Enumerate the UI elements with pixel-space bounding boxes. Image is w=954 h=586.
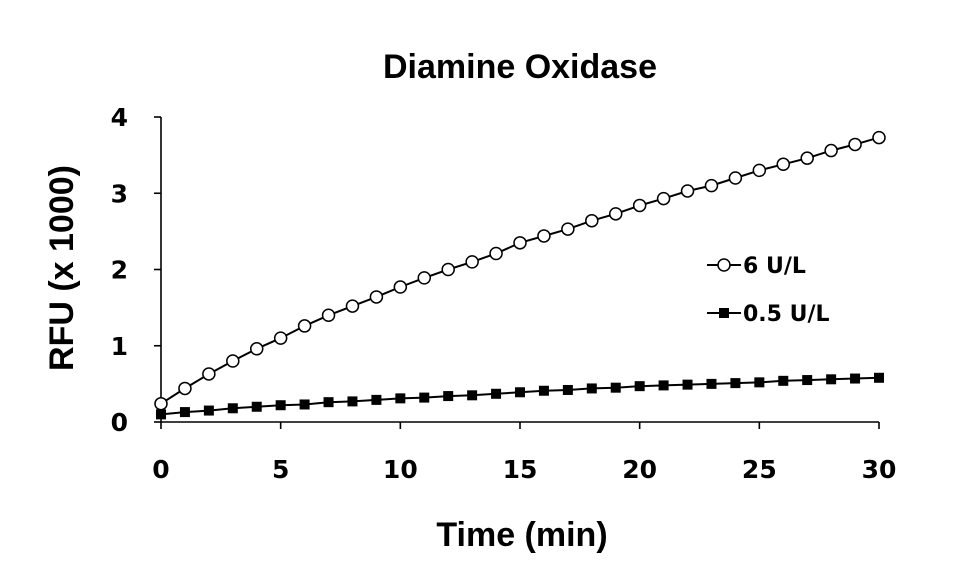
data-point: [369, 290, 384, 304]
data-point: [658, 380, 669, 391]
data-point: [848, 137, 862, 152]
data-point: [515, 387, 525, 398]
data-point: [800, 151, 814, 165]
data-point: [297, 319, 312, 333]
data-point: [826, 374, 837, 385]
series-1: [156, 372, 884, 420]
data-point: [443, 391, 454, 402]
data-point: [395, 393, 406, 404]
data-point: [728, 171, 743, 185]
data-point: [179, 407, 190, 418]
data-point: [850, 373, 861, 384]
x-tick-label: 5: [272, 455, 289, 484]
chart-title: Diamine Oxidase: [383, 48, 657, 86]
data-point: [680, 184, 695, 198]
data-point: [323, 397, 334, 408]
data-point: [704, 178, 719, 193]
x-axis-title: Time (min): [436, 516, 607, 554]
x-tick-label: 25: [742, 455, 777, 484]
data-point: [561, 222, 575, 236]
data-point: [610, 382, 621, 393]
legend-marker: [719, 308, 729, 318]
data-point: [682, 379, 693, 390]
data-point: [489, 246, 503, 261]
data-point: [538, 385, 549, 396]
data-point: [656, 191, 671, 206]
y-tick-label: 1: [111, 332, 128, 361]
data-point: [754, 377, 765, 388]
data-point: [275, 400, 286, 411]
legend-entry: 6 U/L: [707, 254, 806, 279]
data-point: [491, 388, 502, 399]
data-point: [802, 375, 813, 386]
data-point: [393, 280, 408, 294]
data-point: [345, 299, 360, 313]
data-point: [299, 399, 310, 410]
data-point: [417, 271, 432, 285]
ticks: 0 5 10 15 20 25 30 0 1 2 3 4: [111, 103, 897, 484]
x-tick-label: 20: [622, 455, 657, 484]
data-point: [371, 394, 382, 405]
data-point: [226, 354, 240, 368]
data-point: [513, 236, 527, 250]
data-point: [824, 143, 838, 158]
data-point: [227, 403, 238, 414]
data-point: [776, 157, 791, 172]
y-tick-label: 2: [111, 256, 128, 285]
data-point: [874, 372, 884, 383]
data-point: [251, 401, 262, 412]
data-point: [585, 213, 599, 228]
data-point: [321, 308, 336, 322]
data-point: [203, 405, 214, 416]
x-tick-label: 10: [383, 455, 418, 484]
data-point: [706, 378, 717, 389]
data-point: [632, 198, 647, 213]
data-point: [872, 130, 886, 145]
y-tick-label: 4: [111, 103, 128, 132]
data-point: [156, 409, 166, 420]
data-point: [249, 342, 264, 356]
series-layer: [154, 130, 886, 420]
x-tick-label: 0: [152, 455, 169, 484]
data-point: [347, 396, 358, 407]
data-point: [467, 390, 478, 401]
x-tick-label: 15: [503, 455, 538, 484]
y-tick-label: 3: [111, 179, 128, 208]
data-point: [419, 392, 430, 403]
legend-label: 0.5 U/L: [743, 302, 830, 327]
data-point: [154, 396, 168, 411]
y-axis-title: RFU (x 1000): [43, 165, 81, 371]
legend: 6 U/L 0.5 U/L: [707, 254, 830, 327]
data-point: [273, 331, 288, 345]
data-point: [608, 207, 623, 221]
data-point: [586, 383, 597, 394]
data-point: [537, 229, 551, 243]
data-point: [562, 384, 573, 395]
y-tick-label: 0: [111, 408, 128, 437]
data-point: [202, 367, 216, 381]
legend-label: 6 U/L: [743, 254, 806, 279]
x-tick-label: 30: [862, 455, 897, 484]
legend-entry: 0.5 U/L: [707, 302, 830, 327]
data-point: [730, 378, 741, 389]
data-point: [441, 262, 455, 277]
data-point: [465, 255, 479, 269]
series-0: [154, 130, 886, 411]
data-point: [634, 381, 645, 392]
data-point: [752, 163, 767, 178]
legend-marker: [717, 258, 731, 272]
data-point: [778, 375, 789, 386]
data-point: [178, 381, 192, 396]
